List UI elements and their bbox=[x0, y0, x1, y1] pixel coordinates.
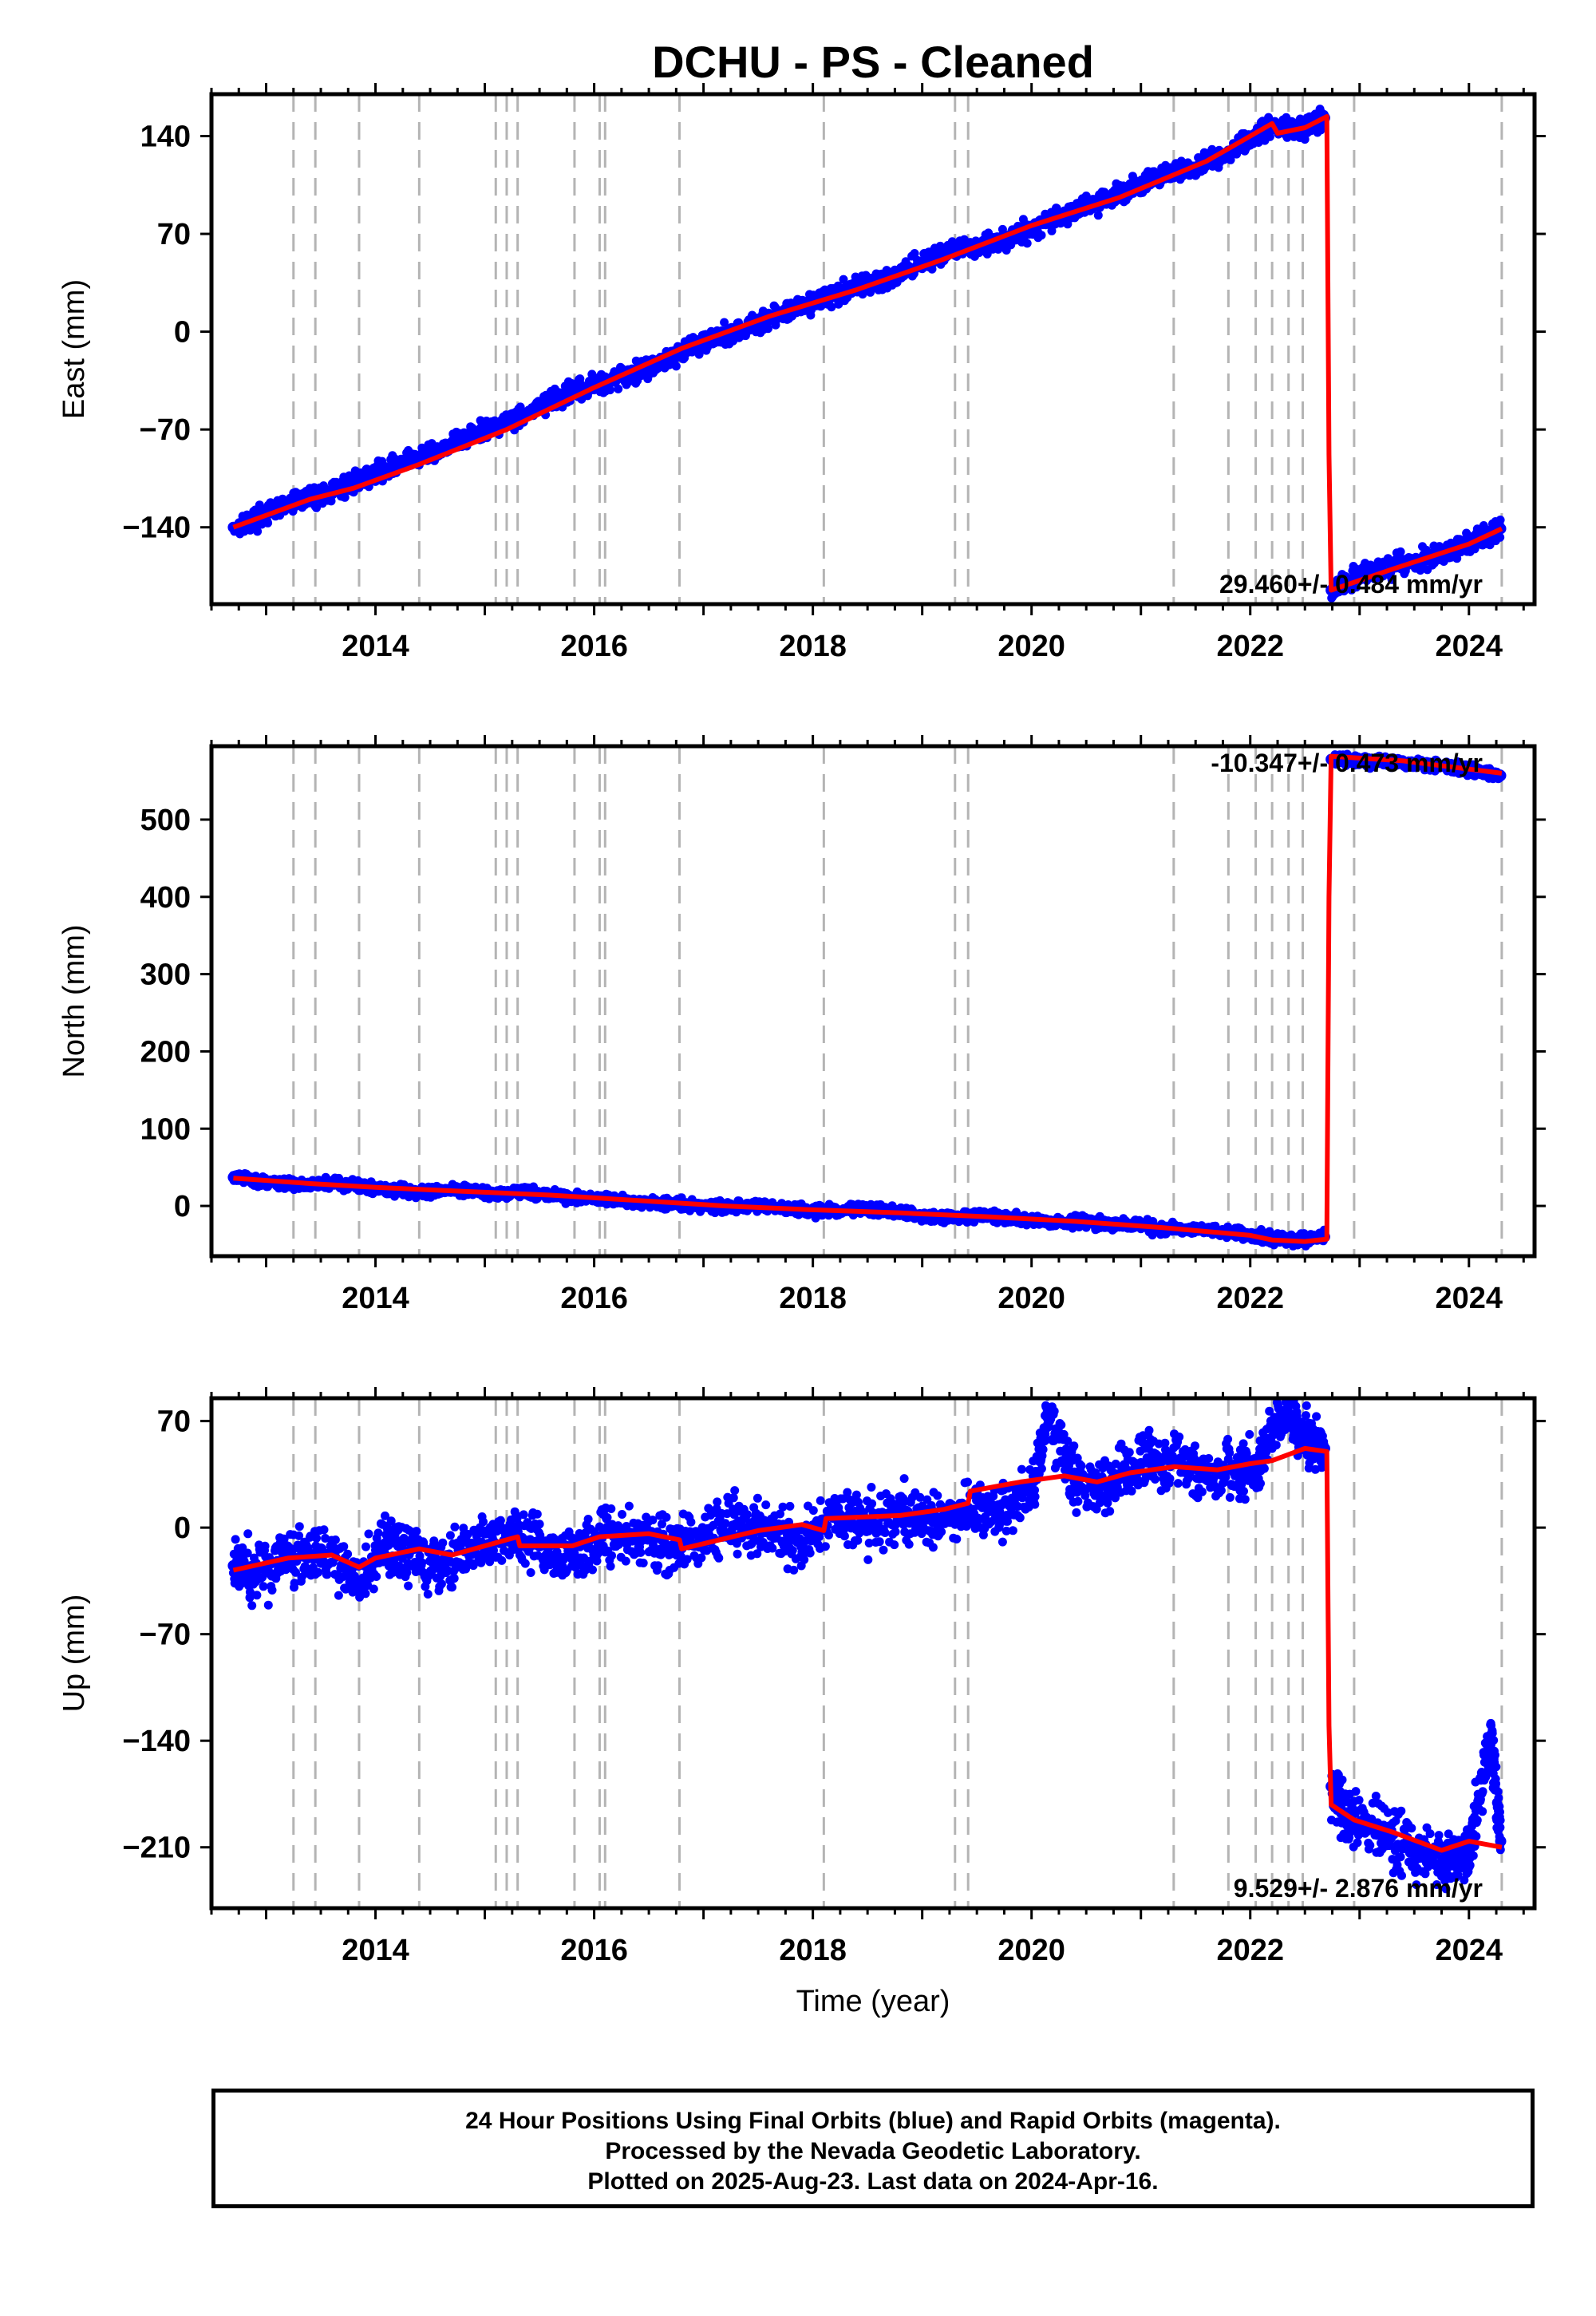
data-point-jitter bbox=[263, 518, 273, 528]
model-fit-line bbox=[232, 114, 1503, 593]
data-point-jitter bbox=[1100, 188, 1109, 197]
y-tick-label: −140 bbox=[122, 512, 191, 545]
data-point-jitter bbox=[312, 503, 321, 512]
data-point bbox=[391, 458, 403, 470]
data-point-jitter bbox=[1495, 516, 1505, 524]
x-tick-label: 2020 bbox=[998, 630, 1065, 663]
axes-frame bbox=[209, 92, 1537, 607]
data-point-jitter bbox=[1047, 226, 1057, 235]
y-tick-label: 140 bbox=[140, 121, 191, 154]
data-point bbox=[457, 433, 469, 445]
x-tick-label: 2018 bbox=[779, 630, 847, 663]
x-tick-label: 2014 bbox=[342, 630, 409, 663]
data-point-jitter bbox=[253, 527, 263, 536]
data-point-jitter bbox=[910, 249, 919, 258]
y-tick-label: 70 bbox=[157, 218, 191, 251]
data-point-jitter bbox=[671, 362, 681, 371]
data-point-jitter bbox=[839, 275, 848, 284]
data-point-jitter bbox=[1037, 231, 1046, 240]
plot-area bbox=[227, 746, 1507, 1256]
data-point-jitter bbox=[1022, 239, 1032, 248]
data-point bbox=[425, 447, 437, 459]
x-tick-label: 2022 bbox=[1216, 630, 1284, 663]
y-axis-label: East (mm) bbox=[57, 279, 91, 419]
data-point-jitter bbox=[1226, 155, 1235, 164]
y-tick-label: −70 bbox=[140, 413, 191, 447]
data-point bbox=[490, 419, 502, 431]
data-point-jitter bbox=[340, 492, 350, 502]
data-point-jitter bbox=[1063, 219, 1073, 229]
velocity-rate-label: 29.460+/- 0.484 mm/yr bbox=[1219, 570, 1483, 599]
panel-east: 140 70 0 −70 −140 2014 2016 2018 2020 2022 2024 Eas… bbox=[57, 83, 1546, 663]
data-point-jitter bbox=[606, 385, 614, 395]
data-point-jitter bbox=[1387, 575, 1396, 584]
data-point-jitter bbox=[614, 384, 623, 393]
data-point-jitter bbox=[720, 318, 729, 327]
x-tick-label: 2016 bbox=[560, 630, 628, 663]
data-point-jitter bbox=[764, 324, 772, 334]
y-tick-label: 0 bbox=[174, 316, 191, 350]
data-point bbox=[358, 471, 370, 483]
x-tick-label: 2024 bbox=[1436, 630, 1503, 663]
data-point-jitter bbox=[1093, 211, 1103, 220]
figure-title: DCHU - PS - Cleaned bbox=[652, 37, 1094, 87]
plot-area bbox=[227, 94, 1507, 604]
data-point-jitter bbox=[827, 302, 836, 312]
data-point-jitter bbox=[1396, 547, 1405, 556]
data-point-jitter bbox=[1495, 532, 1505, 542]
